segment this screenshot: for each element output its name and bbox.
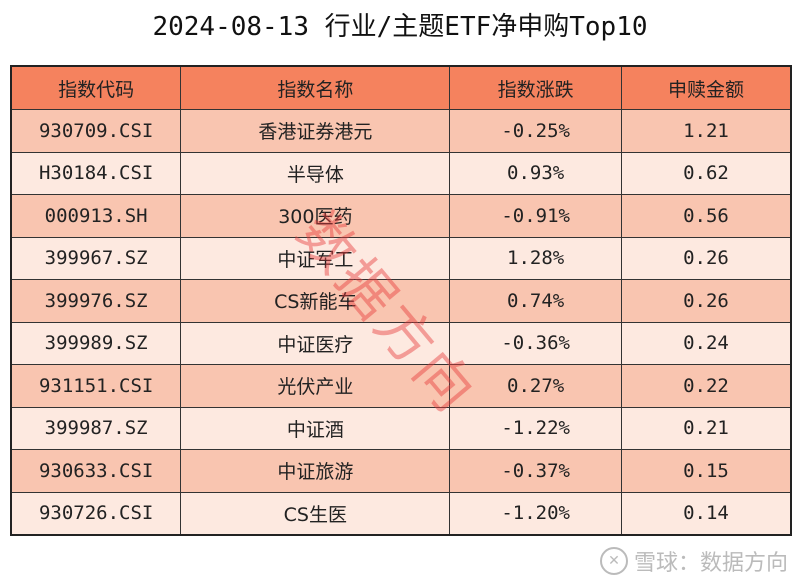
index-code-cell: 399987.SZ (10, 406, 182, 450)
index-name-cell: 中证旅游 (180, 449, 451, 493)
index-name-cell: CS新能车 (180, 279, 451, 323)
table-row: 000913.SH 300医药 -0.91% 0.56 (10, 194, 792, 238)
net-amount-cell: 0.62 (620, 151, 792, 195)
index-change-cell: 0.27% (449, 364, 622, 408)
column-header: 申赎金额 (620, 65, 792, 110)
net-amount-cell: 0.14 (620, 491, 792, 536)
net-amount-cell: 0.24 (620, 321, 792, 365)
column-header: 指数代码 (10, 65, 182, 110)
table-row: 931151.CSI 光伏产业 0.27% 0.22 (10, 364, 792, 408)
index-name-cell: 中证军工 (180, 236, 451, 280)
index-change-cell: -1.20% (449, 491, 622, 536)
index-code-cell: 931151.CSI (10, 364, 182, 408)
index-name-cell: 香港证券港元 (180, 109, 451, 153)
column-header: 指数涨跌 (449, 65, 622, 110)
index-code-cell: 399989.SZ (10, 321, 182, 365)
table-row: 930726.CSI CS生医 -1.20% 0.14 (10, 491, 792, 536)
index-change-cell: 0.93% (449, 151, 622, 195)
net-amount-cell: 0.22 (620, 364, 792, 408)
header-row: 指数代码 指数名称 指数涨跌 申赎金额 (10, 65, 792, 110)
table-row: 399987.SZ 中证酒 -1.22% 0.21 (10, 406, 792, 450)
index-change-cell: -1.22% (449, 406, 622, 450)
footer-watermark: ✕ 雪球：数据方向 (599, 545, 788, 577)
table-row: 930709.CSI 香港证券港元 -0.25% 1.21 (10, 109, 792, 153)
index-name-cell: 半导体 (180, 151, 451, 195)
etf-table: 指数代码 指数名称 指数涨跌 申赎金额 930709.CSI 香港证券港元 -0.25% 1… (10, 65, 792, 536)
index-code-cell: 399967.SZ (10, 236, 182, 280)
index-change-cell: -0.91% (449, 194, 622, 238)
index-change-cell: 1.28% (449, 236, 622, 280)
index-name-cell: CS生医 (180, 491, 451, 536)
index-code-cell: 000913.SH (10, 194, 182, 238)
index-code-cell: H30184.CSI (10, 151, 182, 195)
table-row: H30184.CSI 半导体 0.93% 0.62 (10, 151, 792, 195)
net-amount-cell: 0.26 (620, 279, 792, 323)
page-title: 2024-08-13 行业/主题ETF净申购Top10 (152, 12, 648, 42)
table-row: 399989.SZ 中证医疗 -0.36% 0.24 (10, 321, 792, 365)
index-change-cell: -0.25% (449, 109, 622, 153)
index-change-cell: -0.36% (449, 321, 622, 365)
index-code-cell: 399976.SZ (10, 279, 182, 323)
index-change-cell: -0.37% (449, 449, 622, 493)
index-name-cell: 300医药 (180, 194, 451, 238)
index-code-cell: 930633.CSI (10, 449, 182, 493)
index-code-cell: 930709.CSI (10, 109, 182, 153)
column-header: 指数名称 (180, 65, 451, 110)
net-amount-cell: 0.56 (620, 194, 792, 238)
net-amount-cell: 0.21 (620, 406, 792, 450)
footer-text: 雪球：数据方向 (633, 551, 788, 576)
snowball-logo-icon: ✕ (599, 547, 628, 575)
net-amount-cell: 0.26 (620, 236, 792, 280)
index-name-cell: 中证酒 (180, 406, 451, 450)
net-amount-cell: 1.21 (620, 109, 792, 153)
index-code-cell: 930726.CSI (10, 491, 182, 536)
table-row: 399976.SZ CS新能车 0.74% 0.26 (10, 279, 792, 323)
index-name-cell: 中证医疗 (180, 321, 451, 365)
index-change-cell: 0.74% (449, 279, 622, 323)
table-row: 399967.SZ 中证军工 1.28% 0.26 (10, 236, 792, 280)
table-row: 930633.CSI 中证旅游 -0.37% 0.15 (10, 449, 792, 493)
net-amount-cell: 0.15 (620, 449, 792, 493)
index-name-cell: 光伏产业 (180, 364, 451, 408)
